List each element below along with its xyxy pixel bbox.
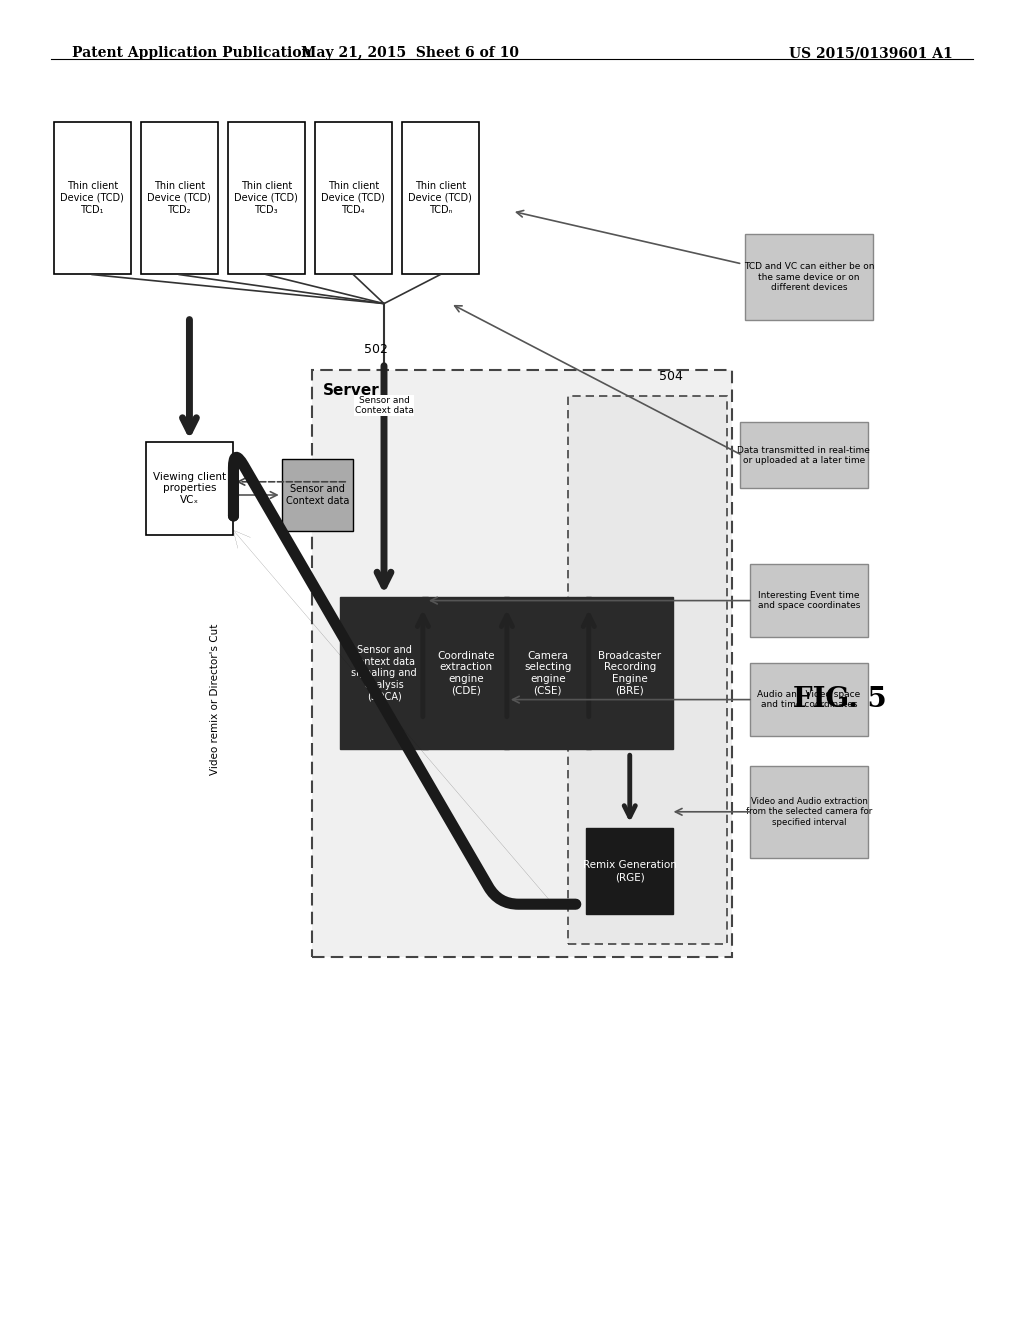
Text: Patent Application Publication: Patent Application Publication (72, 46, 311, 61)
FancyBboxPatch shape (423, 597, 510, 750)
FancyBboxPatch shape (140, 123, 217, 275)
Text: Server: Server (323, 383, 379, 397)
FancyBboxPatch shape (340, 597, 428, 750)
Text: Camera
selecting
engine
(CSE): Camera selecting engine (CSE) (524, 651, 571, 696)
Text: Remix Generation
(RGE): Remix Generation (RGE) (583, 861, 677, 882)
FancyBboxPatch shape (745, 235, 872, 319)
Text: Viewing client
properties
VCₓ: Viewing client properties VCₓ (153, 471, 226, 506)
Text: FIG. 5: FIG. 5 (793, 686, 887, 713)
FancyBboxPatch shape (145, 442, 232, 535)
Text: Thin client
Device (TCD)
TCD₂: Thin client Device (TCD) TCD₂ (147, 181, 211, 215)
Bar (312, 370, 732, 957)
Text: Video remix or Director's Cut: Video remix or Director's Cut (210, 624, 220, 775)
Text: May 21, 2015  Sheet 6 of 10: May 21, 2015 Sheet 6 of 10 (301, 46, 518, 61)
Text: Sensor and
context data
signaling and
analysis
(SDCA): Sensor and context data signaling and an… (351, 645, 417, 701)
FancyBboxPatch shape (750, 564, 868, 636)
FancyBboxPatch shape (750, 766, 868, 858)
FancyBboxPatch shape (227, 123, 305, 275)
Text: Thin client
Device (TCD)
TCDₙ: Thin client Device (TCD) TCDₙ (409, 181, 472, 215)
Text: Thin client
Device (TCD)
TCD₄: Thin client Device (TCD) TCD₄ (322, 181, 385, 215)
Text: Sensor and
Context data: Sensor and Context data (286, 484, 349, 506)
Text: Video and Audio extraction
from the selected camera for
specified interval: Video and Audio extraction from the sele… (745, 797, 872, 826)
FancyBboxPatch shape (401, 123, 479, 275)
Bar (568, 396, 727, 944)
FancyArrowPatch shape (233, 457, 575, 904)
Text: 504: 504 (658, 370, 683, 383)
FancyBboxPatch shape (586, 829, 674, 913)
Text: Sensor and
Context data: Sensor and Context data (354, 396, 414, 416)
FancyBboxPatch shape (750, 664, 868, 737)
FancyBboxPatch shape (315, 123, 391, 275)
FancyBboxPatch shape (282, 458, 353, 531)
FancyBboxPatch shape (505, 597, 592, 750)
FancyBboxPatch shape (739, 422, 868, 488)
Text: Broadcaster
Recording
Engine
(BRE): Broadcaster Recording Engine (BRE) (598, 651, 662, 696)
FancyBboxPatch shape (53, 123, 131, 275)
Text: Thin client
Device (TCD)
TCD₁: Thin client Device (TCD) TCD₁ (60, 181, 124, 215)
Text: Data transmitted in real-time
or uploaded at a later time: Data transmitted in real-time or uploade… (737, 446, 870, 465)
FancyBboxPatch shape (586, 597, 674, 750)
Text: US 2015/0139601 A1: US 2015/0139601 A1 (788, 46, 952, 61)
Text: Coordinate
extraction
engine
(CDE): Coordinate extraction engine (CDE) (437, 651, 495, 696)
Text: Audio and Video space
and time coordinates: Audio and Video space and time coordinat… (758, 690, 860, 709)
Text: Interesting Event time
and space coordinates: Interesting Event time and space coordin… (758, 591, 860, 610)
Text: 502: 502 (364, 343, 387, 356)
Text: Thin client
Device (TCD)
TCD₃: Thin client Device (TCD) TCD₃ (234, 181, 298, 215)
Text: TCD and VC can either be on
the same device or on
different devices: TCD and VC can either be on the same dev… (743, 263, 874, 292)
